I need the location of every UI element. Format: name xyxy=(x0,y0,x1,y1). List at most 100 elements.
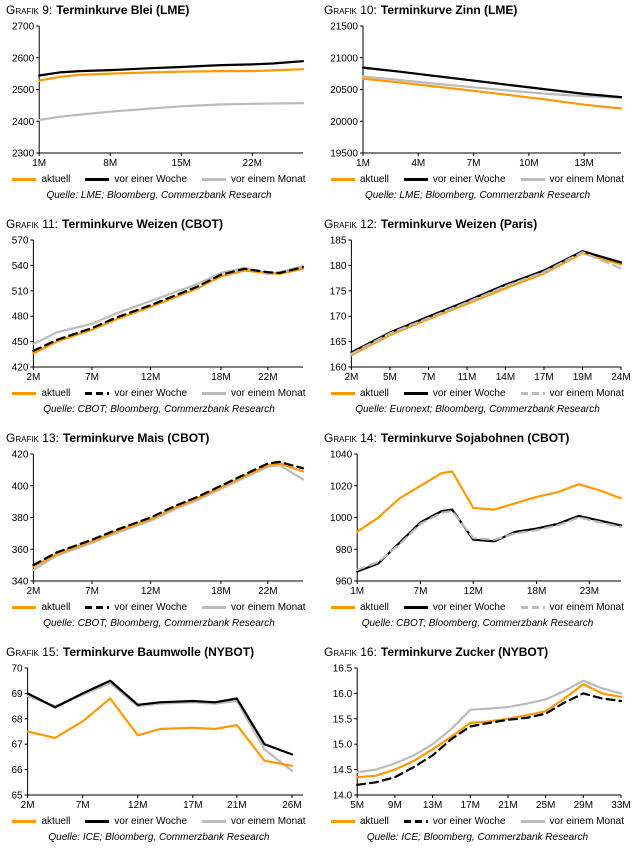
chart-source: Quelle: CBOT; Bloomberg, Commerzbank Res… xyxy=(361,618,594,629)
series-line-vor-einer-woche xyxy=(356,692,623,786)
chart-title: Grafik 11: Terminkurve Weizen (CBOT) xyxy=(6,217,312,232)
legend-label: vor einem Monat xyxy=(231,387,306,399)
legend-item: vor einem Monat xyxy=(520,816,624,827)
legend-line-swatch xyxy=(330,177,355,181)
legend-item: aktuell xyxy=(12,174,70,185)
x-tick-label: 17M xyxy=(461,800,480,811)
y-tick-label: 69 xyxy=(11,689,23,700)
chart-label-prefix: Grafik 9: xyxy=(6,3,53,17)
chart-plot: 14.0 14.5 15.0 15.5 16.0 16.5 5M 9M 13M 17M 21M 25M… xyxy=(333,664,631,812)
x-tick-label: 19M xyxy=(573,372,592,383)
legend-label: vor einer Woche xyxy=(114,815,188,827)
series-line-vor-einem-monat xyxy=(32,464,305,572)
legend-item: vor einer Woche xyxy=(85,388,187,399)
legend-label: aktuell xyxy=(41,601,71,613)
series-line-vor-einer-woche xyxy=(350,250,623,354)
legend-item: aktuell xyxy=(12,816,70,827)
chart-title-text: Terminkurve Weizen (CBOT) xyxy=(62,217,223,231)
legend-label: vor einem Monat xyxy=(549,173,625,185)
x-tick-label: 8M xyxy=(103,158,117,169)
legend-item: vor einer Woche xyxy=(403,388,506,399)
x-tick-label: 1M xyxy=(356,158,370,169)
chart-legend: aktuell vor einer Woche vor einem Monat xyxy=(6,812,312,830)
chart-title: Grafik 14: Terminkurve Sojabohnen (CBOT) xyxy=(324,431,631,446)
y-tick-label: 67 xyxy=(11,740,23,751)
x-tick-label: 25M xyxy=(536,800,555,811)
chart-panel: Grafik 12: Terminkurve Weizen (Paris) 160… xyxy=(318,214,637,428)
x-tick-label: 29M xyxy=(574,800,593,811)
legend-item: vor einem Monat xyxy=(520,173,625,185)
chart-plot: 19500 20000 20500 21000 21500 1M 4M 7M 10M 13M xyxy=(330,22,623,169)
x-tick-label: 5M xyxy=(350,800,364,811)
chart-title-text: Terminkurve Weizen (Paris) xyxy=(380,217,538,231)
chart-plot: 340 360 380 400 420 2M 7M 12M 18M 22M xyxy=(12,450,305,597)
y-tick-label: 65 xyxy=(11,791,23,802)
x-tick-label: 2M xyxy=(21,800,35,811)
chart-label-prefix: Grafik 12: xyxy=(324,217,377,231)
x-tick-label: 5M xyxy=(383,372,397,383)
legend-label: vor einer Woche xyxy=(432,173,506,185)
x-tick-label: 13M xyxy=(423,800,442,811)
y-tick-label: 480 xyxy=(12,312,29,323)
series-line-vor-einem-monat xyxy=(361,75,623,99)
series-line-vor-einem-monat xyxy=(38,102,305,122)
y-tick-label: 68 xyxy=(11,714,23,725)
chart-legend: aktuell vor einer Woche vor einem Monat xyxy=(6,170,312,188)
y-tick-label: 20500 xyxy=(330,85,358,96)
chart-source: Quelle: Euronext; Bloomberg, Commerzbank… xyxy=(355,404,600,415)
y-tick-label: 340 xyxy=(12,577,29,588)
chart-source: Quelle: CBOT; Bloomberg, Commerzbank Res… xyxy=(43,618,275,629)
legend-label: aktuell xyxy=(359,601,389,613)
x-tick-label: 4M xyxy=(411,158,425,169)
series-line-vor-einer-woche xyxy=(26,679,294,756)
chart-source: Quelle: ICE; Bloomberg, Commerzbank Rese… xyxy=(48,832,270,843)
x-tick-label: 26M xyxy=(282,800,301,811)
chart-panel: Grafik 11: Terminkurve Weizen (CBOT) 420 4… xyxy=(0,214,318,428)
chart-label-prefix: Grafik 10: xyxy=(324,3,377,17)
chart-legend: aktuell vor einer Woche vor einem Monat xyxy=(324,598,631,616)
legend-line-swatch xyxy=(85,391,110,395)
legend-line-swatch xyxy=(330,391,355,395)
chart-title: Grafik 15: Terminkurve Baumwolle (NYBOT) xyxy=(6,645,312,660)
series-line-vor-einer-woche xyxy=(356,508,623,573)
legend-label: aktuell xyxy=(359,173,389,185)
chart-plot: 420 450 480 510 540 570 2M 7M 12M 18M 22M xyxy=(12,236,305,383)
legend-label: vor einem Monat xyxy=(549,387,625,399)
y-tick-label: 360 xyxy=(12,545,29,556)
y-tick-label: 1020 xyxy=(330,481,353,492)
y-tick-label: 175 xyxy=(330,286,347,297)
legend-line-swatch xyxy=(202,819,227,823)
chart-panel: Grafik 14: Terminkurve Sojabohnen (CBOT) … xyxy=(318,428,637,642)
legend-item: aktuell xyxy=(330,601,389,613)
series-line-aktuell xyxy=(26,697,294,767)
x-tick-label: 2M xyxy=(26,586,40,597)
series-line-vor-einem-monat xyxy=(350,251,623,355)
chart-source: Quelle: LME; Bloomberg, Commerzbank Rese… xyxy=(364,190,591,201)
chart-plot: 2300 2400 2500 2600 2700 1M 8M 15M 22M xyxy=(12,22,305,169)
legend-label: aktuell xyxy=(359,815,389,827)
legend-label: vor einem Monat xyxy=(231,601,306,613)
x-tick-label: 12M xyxy=(141,586,160,597)
y-tick-label: 960 xyxy=(336,577,353,588)
y-tick-label: 170 xyxy=(330,312,347,323)
legend-label: aktuell xyxy=(41,173,71,185)
x-tick-label: 7M xyxy=(467,158,481,169)
legend-line-swatch xyxy=(520,391,545,395)
y-tick-label: 19500 xyxy=(330,149,358,160)
chart-label-prefix: Grafik 14: xyxy=(324,431,377,445)
y-tick-label: 2600 xyxy=(12,53,35,64)
legend-item: aktuell xyxy=(330,173,389,185)
x-tick-label: 7M xyxy=(414,586,428,597)
x-tick-label: 1M xyxy=(350,586,364,597)
x-tick-label: 18M xyxy=(211,586,230,597)
legend-line-swatch xyxy=(12,819,37,823)
x-tick-label: 12M xyxy=(141,372,160,383)
legend-line-swatch xyxy=(202,177,227,181)
chart-title-text: Terminkurve Baumwolle (NYBOT) xyxy=(62,645,255,659)
legend-item: vor einem Monat xyxy=(202,601,306,613)
legend-line-swatch xyxy=(85,819,110,823)
x-tick-label: 1M xyxy=(32,158,46,169)
legend-item: vor einem Monat xyxy=(202,387,306,399)
legend-line-swatch xyxy=(202,391,227,395)
legend-item: vor einer Woche xyxy=(85,816,187,827)
